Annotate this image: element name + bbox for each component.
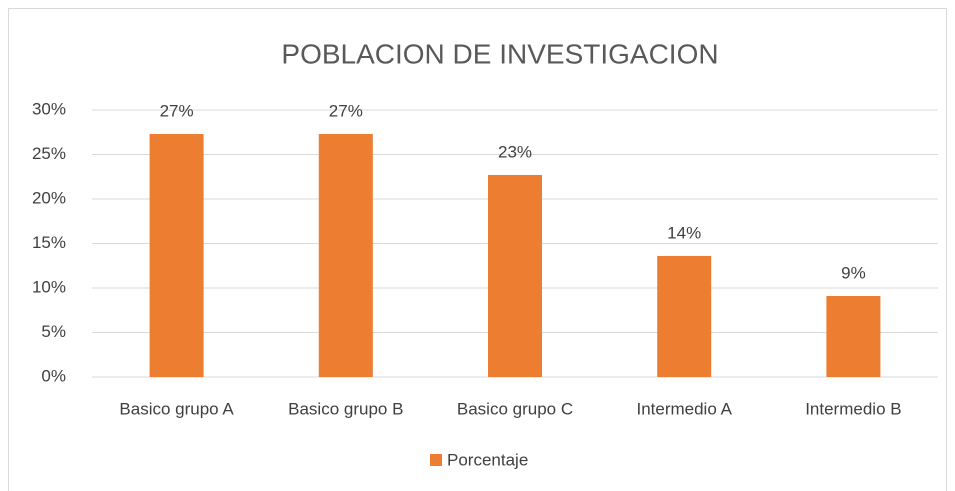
y-tick-label: 30% bbox=[32, 99, 66, 118]
y-tick-label: 20% bbox=[32, 188, 66, 207]
chart-title: POBLACION DE INVESTIGACION bbox=[281, 38, 718, 69]
x-tick-label: Basico grupo A bbox=[119, 399, 234, 418]
x-tick-label: Intermedio B bbox=[805, 399, 901, 418]
bar bbox=[149, 134, 204, 377]
data-label: 23% bbox=[498, 142, 532, 161]
y-tick-label: 25% bbox=[32, 144, 66, 163]
legend-swatch bbox=[430, 454, 442, 466]
chart-frame bbox=[8, 8, 947, 491]
data-label: 14% bbox=[667, 223, 701, 242]
y-tick-label: 15% bbox=[32, 233, 66, 252]
bar bbox=[318, 134, 373, 377]
y-tick-label: 5% bbox=[41, 322, 66, 341]
bar bbox=[488, 174, 542, 377]
x-tick-label: Basico grupo B bbox=[288, 399, 403, 418]
data-label: 9% bbox=[841, 263, 866, 282]
bar bbox=[826, 296, 881, 377]
data-label: 27% bbox=[329, 102, 363, 121]
bar bbox=[657, 255, 712, 377]
y-tick-label: 0% bbox=[41, 366, 66, 385]
x-tick-label: Intermedio A bbox=[636, 399, 732, 418]
y-tick-label: 10% bbox=[32, 277, 66, 296]
x-tick-label: Basico grupo C bbox=[457, 399, 573, 418]
legend-label: Porcentaje bbox=[447, 450, 528, 469]
data-label: 27% bbox=[160, 102, 194, 121]
